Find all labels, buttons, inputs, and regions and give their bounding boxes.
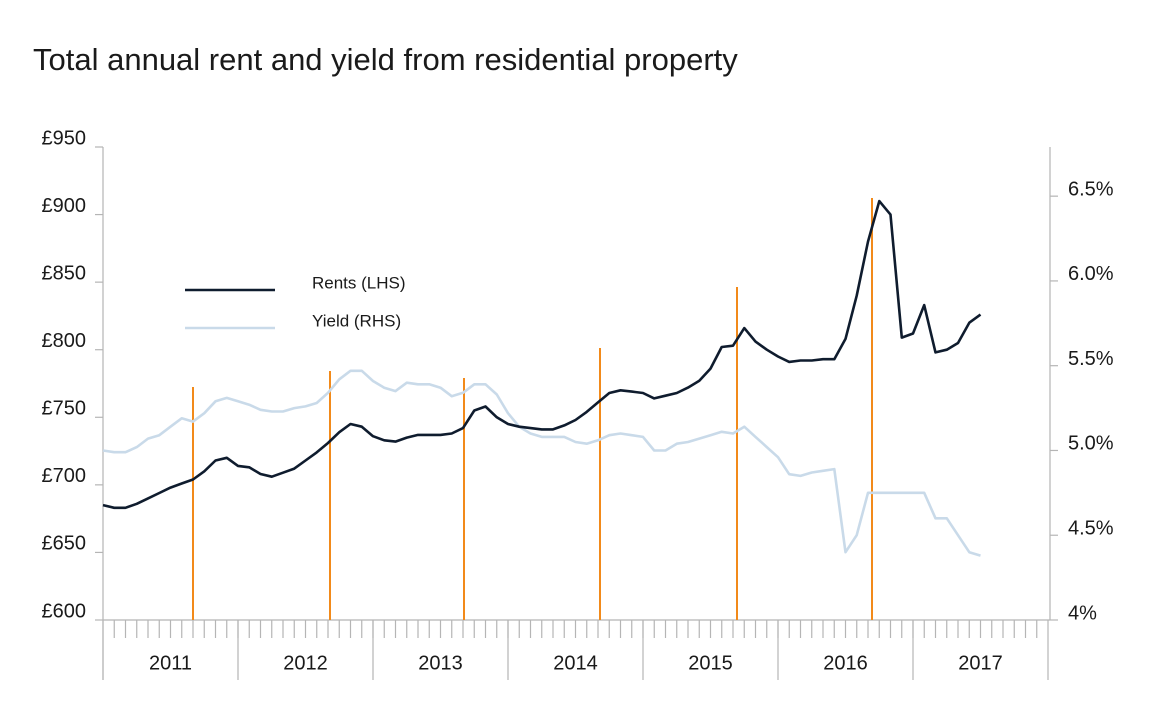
x-tick-label: 2015	[688, 652, 733, 674]
series-line	[102, 369, 981, 557]
y2-tick-label: 4.5%	[1068, 518, 1114, 540]
y-tick-label: £650	[42, 533, 87, 555]
y-tick-label: £750	[42, 398, 87, 420]
y-tick-label: £600	[42, 600, 87, 622]
y2-tick-label: 6.0%	[1068, 263, 1114, 285]
chart-title: Total annual rent and yield from residen…	[33, 42, 738, 77]
y-tick-label: £950	[42, 127, 87, 149]
y-tick-label: £900	[42, 195, 87, 217]
x-tick-label: 2012	[283, 652, 328, 674]
legend-label: Rents (LHS)	[312, 273, 406, 292]
y-tick-label: £700	[42, 465, 87, 487]
y-tick-label: £800	[42, 330, 87, 352]
x-tick-label: 2017	[958, 652, 1003, 674]
y2-tick-label: 5.5%	[1068, 348, 1114, 370]
x-tick-label: 2016	[823, 652, 868, 674]
x-tick-label: 2013	[418, 652, 463, 674]
y-tick-label: £850	[42, 262, 87, 284]
annotation-markers	[192, 198, 873, 620]
y2-tick-label: 4%	[1068, 602, 1097, 624]
y2-tick-label: 5.0%	[1068, 433, 1114, 455]
x-tick-label: 2011	[149, 652, 192, 674]
series-line	[102, 199, 982, 510]
legend-label: Yield (RHS)	[312, 311, 401, 330]
x-tick-label: 2014	[553, 652, 598, 674]
y2-tick-label: 6.5%	[1068, 178, 1114, 200]
